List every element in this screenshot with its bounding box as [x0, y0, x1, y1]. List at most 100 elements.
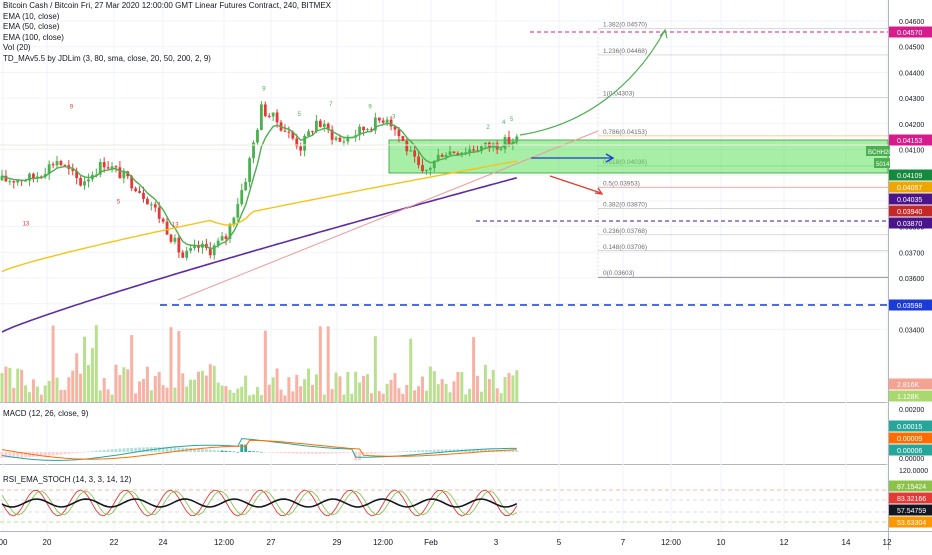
macd-histogram-bar	[204, 449, 208, 452]
volume-bar	[145, 366, 149, 402]
volume-bar	[236, 388, 240, 402]
time-axis[interactable]: 00 20 22 24 12:00 27 29 12:00 Feb 3 5 7 12:00 10 12 14 1…	[0, 538, 892, 547]
macd-histogram-bar	[476, 449, 479, 452]
fib-level-label: 0.5(0.03953)	[603, 180, 640, 187]
rsi-axis-label: 120.0000	[899, 468, 928, 475]
macd-histogram-bar	[421, 450, 424, 452]
volume-bar	[43, 385, 47, 402]
candle-body	[326, 123, 330, 130]
volume-bar	[86, 365, 90, 402]
candle-body	[271, 112, 275, 117]
blue-arrow-head	[605, 153, 615, 163]
price-tag-bg	[889, 390, 932, 402]
volume-bar	[381, 393, 385, 402]
candle-body	[130, 176, 134, 189]
candle-body	[149, 204, 153, 206]
projection-curve[interactable]	[519, 29, 666, 136]
volume-bar	[71, 370, 75, 402]
time-axis-label: 20	[43, 538, 52, 547]
candle-body	[216, 240, 220, 246]
macd-histogram-bar	[315, 452, 318, 454]
macd-histogram-bar	[283, 452, 287, 454]
candle-body	[16, 180, 20, 183]
rsi-title: RSI_EMA_STOCH (14, 3, 3, 14, 12)	[3, 475, 132, 484]
price-tag-bg	[889, 26, 932, 38]
td-count-label: 3	[392, 115, 396, 121]
volume-bar	[63, 389, 67, 402]
stoch-d-line	[1, 490, 518, 516]
macd-histogram-bar	[256, 451, 259, 453]
macd-histogram-bar	[259, 451, 263, 453]
volume-bar	[354, 371, 358, 402]
macd-histogram-bar	[165, 447, 169, 452]
volume-bar	[110, 394, 114, 402]
volume-bar	[228, 389, 232, 402]
candle-body	[409, 150, 413, 152]
volume-bar	[428, 366, 432, 402]
volume-bar	[118, 375, 122, 402]
legend-td[interactable]: TD_MAv5.5 by JDLim (3, 80, sma, close, 2…	[3, 53, 211, 63]
macd-histogram-bar	[503, 450, 507, 452]
macd-histogram-bar	[448, 449, 452, 452]
macd-tag: 0.00015	[897, 424, 922, 431]
candle-body	[346, 137, 350, 142]
macd-histogram-bar	[358, 452, 362, 461]
main-legend[interactable]: Bitcoin Cash / Bitcoin Fri, 27 Mar 2020 …	[3, 1, 331, 64]
candle-body	[43, 174, 47, 177]
price-tag: 0.03598	[897, 303, 922, 310]
macd-histogram-bar	[515, 450, 519, 452]
candle-body	[381, 120, 385, 123]
volume-bar	[12, 387, 16, 402]
candle-body	[267, 116, 271, 118]
macd-histogram-bar	[342, 452, 346, 453]
macd-histogram-bar	[197, 448, 200, 452]
candle-body	[291, 132, 295, 139]
volume-bars	[0, 325, 519, 402]
candle-body	[322, 123, 326, 127]
td-count-label: 9	[70, 104, 74, 110]
volume-bar	[365, 374, 369, 402]
candle-body	[362, 126, 365, 131]
legend-ema100[interactable]: EMA (100, close)	[3, 32, 64, 42]
candle-body	[393, 126, 397, 130]
price-axis[interactable]: 0.04600 0.04500 0.04400 0.04300 0.04200 0.041…	[866, 19, 932, 528]
candle-body	[244, 182, 248, 191]
red-arrow-line[interactable]	[549, 175, 602, 194]
price-tag-bg	[889, 217, 932, 229]
macd-legend[interactable]: MACD (12, 26, close, 9)	[3, 409, 88, 420]
volume-bar	[55, 377, 59, 402]
macd-histogram-bar	[472, 449, 475, 452]
volume-bar	[106, 389, 110, 402]
volume-bar	[424, 390, 428, 402]
candle-body	[366, 129, 369, 131]
volume-bar	[173, 387, 177, 402]
price-tag-bg	[889, 299, 932, 311]
legend-volume[interactable]: Vol (20)	[3, 43, 31, 52]
macd-histogram-bar	[417, 450, 420, 452]
macd-histogram-bar	[428, 449, 432, 452]
legend-ema50[interactable]: EMA (50, close)	[3, 22, 60, 31]
legend-ema10[interactable]: EMA (10, close)	[3, 11, 60, 21]
macd-tag-bg	[889, 420, 932, 432]
fib-level-label: 0(0.03603)	[603, 270, 634, 277]
price-tag: 1.128K	[897, 394, 920, 401]
fib-level-label: 1.382(0.04570)	[603, 22, 647, 29]
macd-histogram-bar	[79, 452, 82, 453]
candle-body	[24, 180, 27, 182]
volume-bar	[122, 367, 126, 402]
trendline[interactable]	[177, 130, 599, 301]
price-axis-label: 0.03700	[899, 250, 924, 257]
volume-bar	[342, 394, 346, 402]
rsi-legend[interactable]: RSI_EMA_STOCH (14, 3, 3, 14, 12)	[3, 475, 131, 486]
volume-bar	[409, 338, 413, 402]
price-tag: 0.04035	[897, 197, 922, 204]
macd-histogram-bar	[47, 452, 51, 456]
candle-body	[389, 119, 393, 127]
candle-body	[425, 169, 428, 171]
volume-bar	[98, 390, 102, 402]
macd-histogram-bar	[299, 452, 303, 454]
volume-bar	[248, 395, 252, 402]
candle-body	[311, 131, 314, 133]
volume-bar	[255, 387, 259, 402]
